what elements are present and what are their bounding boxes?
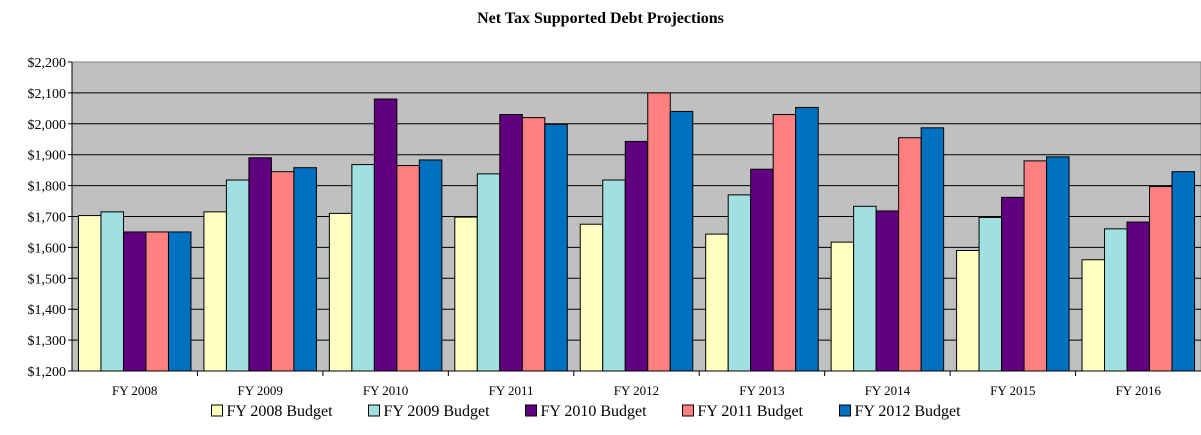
bar [978,216,1003,372]
bar [669,110,694,372]
bar [122,231,147,372]
y-tick-label: $2,000 [28,118,67,133]
bar [77,215,102,372]
bar [418,159,443,372]
bar [853,205,877,372]
axes: $1,200 $1,300 $1,400 $1,500 $1,600 $1,700 $1,8… [28,56,1201,398]
bar [705,233,729,372]
y-tick-label: $1,200 [28,365,67,380]
bar [100,211,124,372]
bar [225,179,250,372]
x-tick-label: FY 2015 [990,383,1035,398]
bar [1046,156,1070,372]
bar [1081,259,1106,372]
bar [373,98,398,372]
bar [1126,221,1151,372]
y-tick-label: $1,300 [28,334,67,349]
bar [544,123,568,372]
x-tick-label: FY 2010 [363,383,408,398]
bar [396,165,420,372]
bar [920,127,945,372]
bar [293,167,317,372]
legend-swatch [368,404,380,417]
bar [328,212,353,372]
bar [1149,186,1173,372]
x-tick-label: FY 2011 [489,383,534,398]
bar [956,249,980,372]
chart-title: Net Tax Supported Debt Projections [477,10,724,27]
bar [602,179,626,372]
y-tick-label: $1,600 [28,241,67,256]
bar [499,114,523,372]
legend-label: FY 2009 Budget [384,403,491,420]
bar [795,106,819,372]
bar [270,171,295,372]
bars [77,92,1196,372]
bar [476,173,501,372]
bar [167,231,192,372]
bar [248,157,272,372]
bar [624,140,649,372]
x-tick-label: FY 2014 [865,383,911,398]
bar [203,211,227,372]
bar [1104,228,1128,372]
y-tick-label: $1,500 [28,272,67,287]
y-tick-label: $1,700 [28,211,67,226]
y-tick-label: $1,900 [28,149,67,164]
bar [579,223,604,372]
bar [830,241,855,372]
legend-swatch [839,404,851,417]
bar [750,168,774,372]
bar [875,210,900,372]
bar [1001,196,1025,372]
bar [454,216,478,372]
bar [1171,171,1196,372]
y-tick-label: $2,200 [28,56,67,71]
legend-label: FY 2011 Budget [698,403,804,420]
bar [521,117,546,372]
bar [727,194,752,372]
bar [647,92,671,372]
bar [351,164,375,372]
x-tick-label: FY 2013 [739,383,784,398]
legend-swatch [682,404,694,417]
y-tick-label: $1,800 [28,180,67,195]
bar [145,231,169,372]
x-tick-label: FY 2012 [614,383,659,398]
x-tick-label: FY 2009 [237,383,282,398]
x-tick-label: FY 2016 [1116,383,1162,398]
bar [772,114,797,372]
y-tick-label: $1,400 [28,303,67,318]
x-tick-label: FY 2008 [112,383,157,398]
legend-swatch [211,404,223,417]
legend-label: FY 2008 Budget [227,403,334,420]
bar [1023,160,1048,372]
y-tick-label: $2,100 [28,87,67,102]
bar [898,137,922,372]
legend-label: FY 2012 Budget [855,403,962,420]
legend: FY 2008 Budget FY 2009 Budget FY 2010 Budg… [211,403,962,420]
legend-label: FY 2010 Budget [541,403,648,420]
legend-swatch [525,404,537,417]
